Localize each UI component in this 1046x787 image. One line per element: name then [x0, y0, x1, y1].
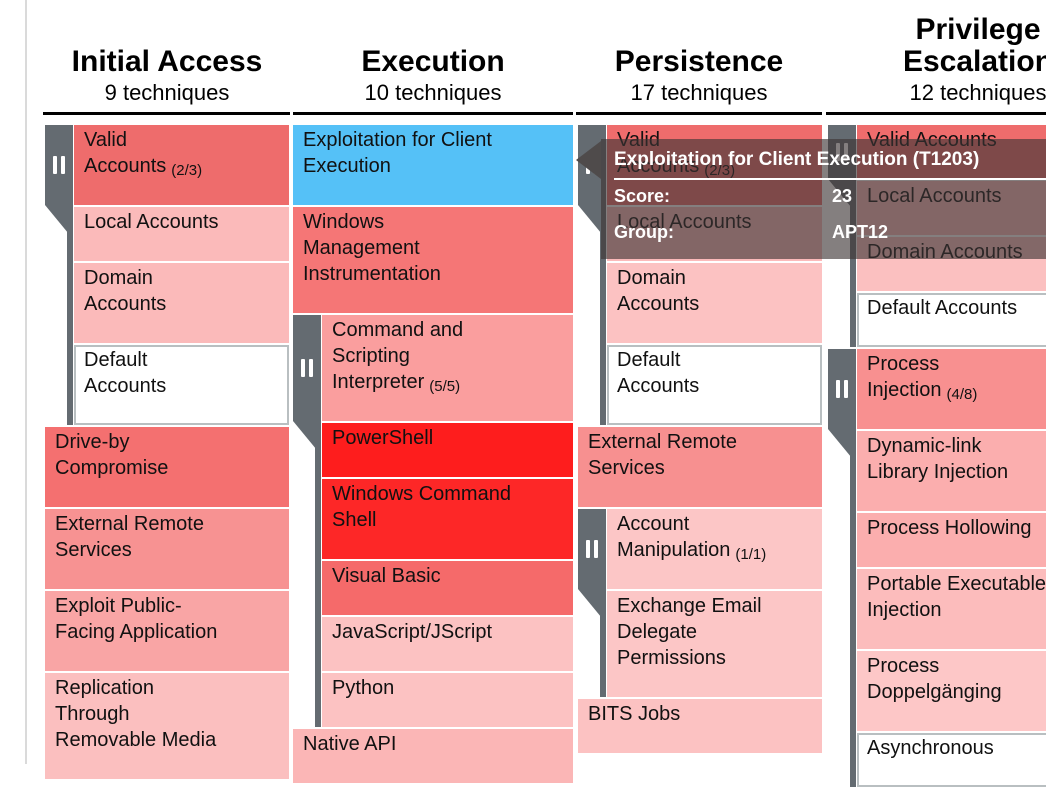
technique-label: Default Accounts [617, 349, 699, 397]
technique-label: Domain Accounts [84, 267, 166, 315]
technique-cell-exchange-email-delegate-permissions[interactable]: Exchange Email Delegate Permissions [607, 591, 822, 697]
technique-label: JavaScript/JScript [332, 621, 492, 643]
subtechnique-count: (1/1) [735, 546, 766, 563]
tooltip-group-label: Group: [614, 220, 832, 244]
technique-cell-process-doppelg-nging[interactable]: Process Doppelgänging [857, 651, 1046, 731]
tooltip-group-row: Group: APT12 [614, 220, 1046, 244]
technique-label: Process Doppelgänging [867, 655, 1002, 703]
technique-cell-asynchronous[interactable]: Asynchronous [857, 733, 1046, 787]
technique-cell-exploitation-for-client-execution[interactable]: Exploitation for Client Execution [293, 125, 573, 205]
tactic-technique-count: 9 techniques [105, 80, 230, 106]
collapse-subtechniques-icon[interactable] [836, 380, 848, 398]
tactic-title: Execution [361, 46, 504, 78]
technique-label: Exploit Public- Facing Application [55, 595, 217, 643]
tooltip-group-value: APT12 [832, 220, 888, 244]
tactic-underline [293, 112, 573, 115]
tooltip-score-row: Score: 23 [614, 184, 1046, 208]
technique-label: Windows Management Instrumentation [303, 211, 441, 285]
technique-label: Drive-by Compromise [55, 431, 168, 479]
subtechnique-count: (4/8) [947, 386, 978, 403]
subtechnique-connector-bar [850, 429, 856, 787]
tactic-title: Initial Access [72, 46, 263, 78]
technique-label: Native API [303, 733, 396, 755]
tactic-technique-count: 12 techniques [910, 80, 1046, 106]
subtechnique-count: (5/5) [429, 378, 460, 395]
technique-cell-command-and-scripting-interpreter[interactable]: Command and Scripting Interpreter(5/5) [322, 315, 573, 421]
tooltip-score-value: 23 [832, 184, 852, 208]
technique-cell-domain-accounts[interactable]: Domain Accounts [607, 263, 822, 343]
tactic-underline [576, 112, 822, 115]
technique-cell-native-api[interactable]: Native API [293, 729, 573, 783]
technique-cell-default-accounts[interactable]: Default Accounts [74, 345, 289, 425]
technique-label: Default Accounts [84, 349, 166, 397]
collapse-subtechniques-icon[interactable] [53, 156, 65, 174]
technique-label: Local Accounts [84, 211, 219, 233]
technique-cell-dynamic-link-library-injection[interactable]: Dynamic-link Library Injection [857, 431, 1046, 511]
technique-label: Process Injection [867, 353, 942, 401]
technique-tooltip: Exploitation for Client Execution (T1203… [601, 139, 1046, 259]
technique-cell-local-accounts[interactable]: Local Accounts [74, 207, 289, 261]
technique-label: Default Accounts [867, 297, 1017, 319]
technique-cell-external-remote-services[interactable]: External Remote Services [578, 427, 822, 507]
technique-label: Visual Basic [332, 565, 441, 587]
technique-cell-windows-command-shell[interactable]: Windows Command Shell [322, 479, 573, 559]
technique-label: BITS Jobs [588, 703, 680, 725]
technique-cell-valid-accounts[interactable]: Valid Accounts (2/3) [74, 125, 289, 205]
technique-cell-process-hollowing[interactable]: Process Hollowing [857, 513, 1046, 567]
technique-label: Process Hollowing [867, 517, 1032, 539]
tactic-underline [826, 112, 1046, 115]
technique-label: Python [332, 677, 394, 699]
subtechnique-connector-bar [67, 205, 73, 425]
technique-label: Windows Command Shell [332, 483, 511, 531]
technique-label: Asynchronous [867, 737, 994, 759]
tooltip-score-label: Score: [614, 184, 832, 208]
technique-cell-javascript-jscript[interactable]: JavaScript/JScript [322, 617, 573, 671]
technique-cell-windows-management-instrumentation[interactable]: Windows Management Instrumentation [293, 207, 573, 313]
collapse-subtechniques-icon[interactable] [301, 359, 313, 377]
tactic-technique-count: 17 techniques [631, 80, 768, 106]
technique-cell-python[interactable]: Python [322, 673, 573, 727]
subtechnique-count: (2/3) [171, 162, 202, 179]
subtechnique-connector-bar [600, 589, 606, 697]
technique-cell-domain-accounts[interactable]: Domain Accounts [74, 263, 289, 343]
technique-cell-visual-basic[interactable]: Visual Basic [322, 561, 573, 615]
subtechnique-connector-bar [315, 421, 321, 727]
tactic-title: Persistence [615, 46, 783, 78]
technique-cell-external-remote-services[interactable]: External Remote Services [45, 509, 289, 589]
technique-label: Portable Executable Injection [867, 573, 1046, 621]
technique-cell-replication-through-removable-media[interactable]: Replication Through Removable Media [45, 673, 289, 779]
technique-cell-bits-jobs[interactable]: BITS Jobs [578, 699, 822, 753]
panel-edge-divider [25, 0, 27, 764]
tooltip-pointer-icon [576, 141, 601, 179]
technique-label: Replication Through Removable Media [55, 677, 216, 751]
technique-cell-process-injection[interactable]: Process Injection (4/8) [857, 349, 1046, 429]
tactic-underline [43, 112, 290, 115]
technique-cell-drive-by-compromise[interactable]: Drive-by Compromise [45, 427, 289, 507]
technique-cell-portable-executable-injection[interactable]: Portable Executable Injection [857, 569, 1046, 649]
technique-label: Valid Accounts [84, 129, 166, 177]
collapse-subtechniques-icon[interactable] [586, 540, 598, 558]
tooltip-title: Exploitation for Client Execution (T1203… [614, 148, 1046, 172]
technique-cell-default-accounts[interactable]: Default Accounts [857, 293, 1046, 347]
technique-label: PowerShell [332, 427, 433, 449]
tactic-technique-count: 10 techniques [365, 80, 502, 106]
technique-cell-default-accounts[interactable]: Default Accounts [607, 345, 822, 425]
technique-cell-exploit-public-facing-application[interactable]: Exploit Public- Facing Application [45, 591, 289, 671]
technique-label: External Remote Services [588, 431, 737, 479]
tooltip-divider [614, 178, 1046, 180]
technique-cell-account-manipulation[interactable]: Account Manipulation (1/1) [607, 509, 822, 589]
tactic-title: Privilege Escalation [903, 14, 1046, 78]
technique-label: Exploitation for Client Execution [303, 129, 492, 177]
technique-label: Dynamic-link Library Injection [867, 435, 1008, 483]
technique-cell-powershell[interactable]: PowerShell [322, 423, 573, 477]
technique-label: Domain Accounts [617, 267, 699, 315]
technique-label: Account Manipulation [617, 513, 730, 561]
technique-label: Exchange Email Delegate Permissions [617, 595, 762, 669]
technique-label: External Remote Services [55, 513, 204, 561]
